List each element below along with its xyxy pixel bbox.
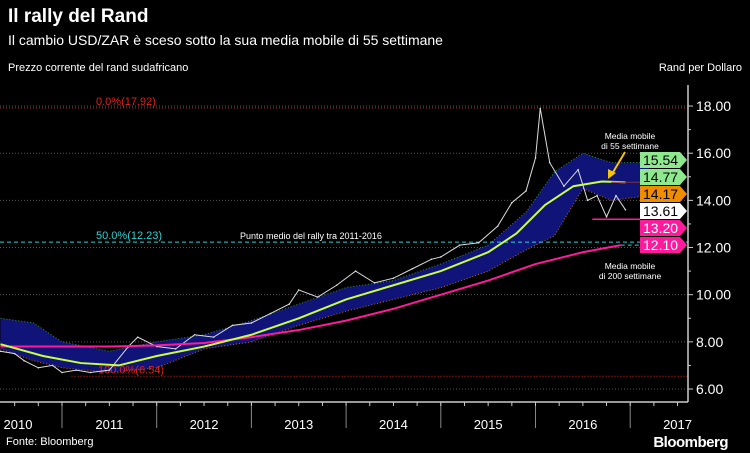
- x-tick-label: 2017: [663, 417, 692, 432]
- price-point: [458, 244, 461, 246]
- price-point: [269, 312, 272, 315]
- value-tag: [640, 220, 687, 236]
- value-tag: [640, 186, 687, 202]
- price-point: [605, 216, 608, 218]
- y-tick-label: 6.00: [696, 381, 723, 397]
- value-tag-label: 12.10: [643, 237, 678, 253]
- annotation-ma200: Media mobile di 200 settimane: [599, 261, 662, 281]
- value-tag: [640, 169, 687, 185]
- x-tick-label: 2010: [4, 417, 33, 432]
- price-point: [525, 190, 527, 192]
- value-tag-label: 14.17: [643, 186, 678, 202]
- price-point: [534, 157, 537, 159]
- price-point: [548, 161, 551, 164]
- y-tick-label: 16.00: [696, 145, 731, 161]
- chart-subtitle: Il cambio USD/ZAR è sceso sotto la sua m…: [8, 32, 443, 48]
- value-tag: [640, 152, 687, 168]
- price-point: [354, 270, 357, 272]
- value-tag-label: 15.54: [643, 152, 678, 168]
- price-point: [511, 201, 513, 204]
- value-tag-label: 13.20: [643, 220, 678, 236]
- price-point: [288, 303, 291, 305]
- annotation-midpoint: Punto medio del rally tra 2011-2016: [240, 231, 382, 241]
- price-point: [430, 258, 433, 261]
- x-tick-label: 2016: [568, 417, 597, 432]
- ma55-line: [0, 180, 626, 367]
- value-tag-label: 14.77: [643, 169, 678, 185]
- bloomberg-logo: Bloomberg: [653, 434, 728, 451]
- price-point: [624, 208, 627, 211]
- price-point: [373, 282, 376, 284]
- price-point: [615, 194, 617, 197]
- price-point: [440, 256, 442, 258]
- arrow-icon: [611, 151, 626, 175]
- x-tick-label: 2013: [284, 417, 313, 432]
- value-tag: [640, 237, 687, 253]
- price-point: [577, 168, 579, 171]
- price-point: [193, 333, 196, 336]
- value-tag: [640, 203, 687, 219]
- fib-level-label: 50.0%(12.23): [96, 230, 162, 242]
- cloud-upper-line: [0, 152, 650, 352]
- price-point: [108, 369, 111, 371]
- ma200-line: [0, 244, 621, 348]
- y-tick-label: 14.00: [696, 192, 731, 208]
- source-note: Fonte: Bloomberg: [6, 436, 94, 448]
- y-tick-label: 12.00: [696, 240, 731, 256]
- price-point: [596, 194, 598, 197]
- price-point: [89, 371, 92, 374]
- arrow-head-icon: [608, 169, 616, 179]
- price-point: [392, 277, 395, 279]
- price-point: [212, 336, 215, 338]
- left-axis-label: Prezzo corrente del rand sudafricano: [8, 62, 189, 74]
- price-point: [51, 364, 54, 367]
- chart-title: Il rally del Rand: [8, 6, 149, 27]
- price-point: [231, 324, 234, 327]
- x-tick-label: 2011: [95, 417, 123, 432]
- value-tag-label: 13.61: [643, 203, 678, 219]
- y-tick-label: 18.00: [696, 98, 731, 114]
- y-tick-label: 8.00: [696, 334, 723, 350]
- price-point: [496, 225, 499, 228]
- x-tick-label: 2012: [190, 417, 219, 432]
- y-tick-label: 10.00: [696, 287, 731, 303]
- price-point: [563, 185, 565, 188]
- price-point: [250, 322, 253, 324]
- price-point: [539, 107, 542, 110]
- x-tick-label: 2015: [474, 417, 503, 432]
- fib-level-label: 0.0%(17.92): [96, 96, 156, 108]
- price-point: [477, 242, 480, 244]
- price-point: [61, 371, 63, 374]
- price-point: [411, 267, 414, 270]
- x-tick-label: 2014: [379, 417, 408, 432]
- cloud-lower-line: [0, 187, 650, 373]
- price-point: [316, 296, 319, 298]
- price-point: [37, 366, 40, 369]
- price-point: [586, 199, 589, 202]
- price-point: [75, 369, 78, 371]
- ichimoku-cloud: [0, 153, 650, 373]
- fib-level-label: 100.0%(6.54): [98, 364, 164, 376]
- price-point: [23, 359, 25, 362]
- right-axis-label: Rand per Dollaro: [658, 62, 742, 74]
- price-point: [297, 289, 300, 291]
- price-point: [174, 348, 177, 350]
- annotation-ma55: Media mobile di 55 settimane: [601, 131, 659, 151]
- price-point: [0, 350, 2, 353]
- price-point: [335, 284, 338, 287]
- price-point: [136, 336, 139, 338]
- price-point: [13, 352, 16, 355]
